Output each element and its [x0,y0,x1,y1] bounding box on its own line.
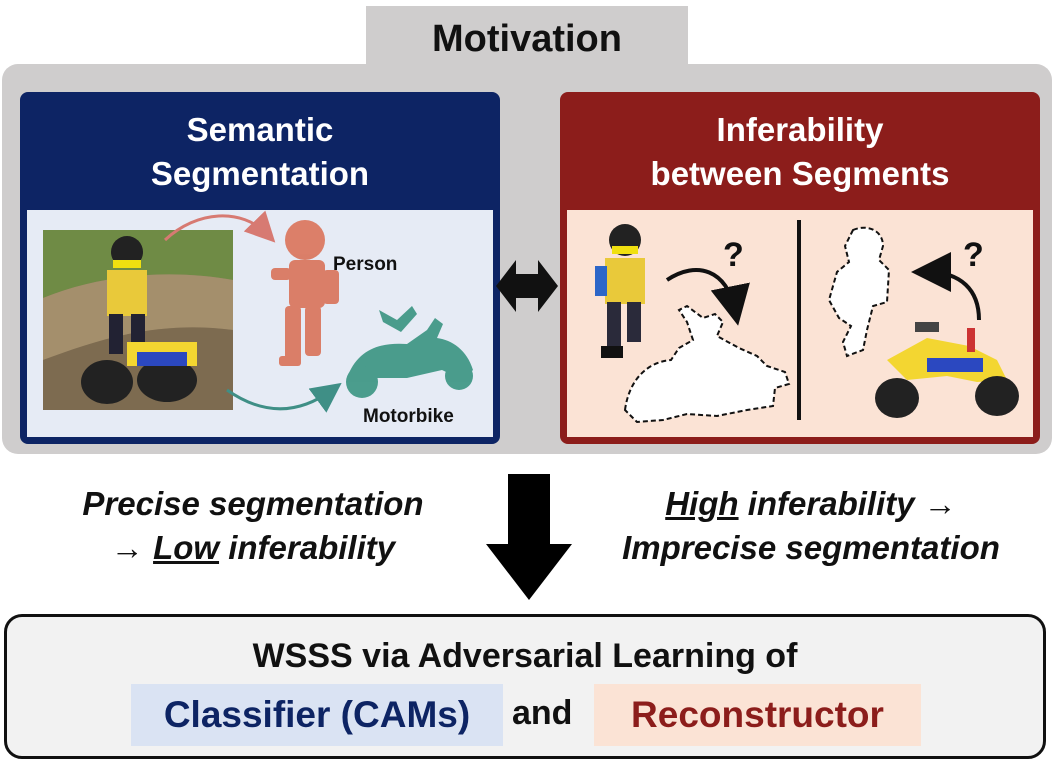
right-caption: High inferability → Imprecise segmentati… [588,482,1034,570]
semantic-segmentation-header: Semantic Segmentation [22,94,498,210]
inferability-illustration: ? ? [595,220,1019,424]
inferability-title-line2: between Segments [650,155,950,192]
infer-person-arrow [911,252,981,321]
semantic-title-line1: Semantic [186,111,334,148]
left-caption-line1: Precise segmentation [82,485,424,522]
and-connector: and [512,694,573,732]
inferability-title-line1: Inferability [716,111,884,148]
person-mask [271,220,339,366]
right-caption-rest: inferability → [747,485,957,522]
segmentation-illustration: Person Motorbike [43,210,473,427]
down-arrow-icon [486,474,572,600]
dashed-person-outline [827,226,891,358]
inferability-body: ? ? [567,210,1033,437]
method-summary-title: WSSS via Adversarial Learning of [252,637,798,675]
reconstructor-chip: Reconstructor [594,684,921,746]
right-caption-emphasis: High [665,485,739,522]
left-caption-arrow: → [110,529,144,566]
motorbike-label: Motorbike [363,406,454,427]
left-caption-emphasis: Low [153,529,220,566]
motivation-title: Motivation [366,6,688,72]
left-caption: Precise segmentation → Low inferability [48,482,458,570]
question-mark-right: ? [963,236,984,274]
double-arrow-icon [496,260,558,312]
person-label: Person [333,254,397,275]
person-mapping-arrow [163,210,276,243]
semantic-segmentation-body: Person Motorbike [27,210,493,437]
right-caption-line1: High inferability → [588,482,1034,526]
input-photo [43,230,233,410]
right-caption-line2: Imprecise segmentation [622,529,1000,566]
motorbike-mapping-arrow [226,382,342,413]
dashed-motorbike-outline [623,304,791,424]
motorbike-mask [346,306,473,398]
motorbike-cutout [875,322,1019,418]
inferability-header: Inferability between Segments [562,94,1038,210]
left-caption-rest: inferability [228,529,396,566]
question-mark-left: ? [723,236,744,274]
infer-bike-arrow [665,268,750,326]
semantic-title-line2: Segmentation [150,155,370,192]
semantic-segmentation-card: Semantic Segmentation [20,92,500,444]
person-cutout [595,224,645,358]
left-caption-line2: → Low inferability [48,526,458,570]
inferability-card: Inferability between Segments ? [560,92,1040,444]
classifier-chip: Classifier (CAMs) [131,684,503,746]
